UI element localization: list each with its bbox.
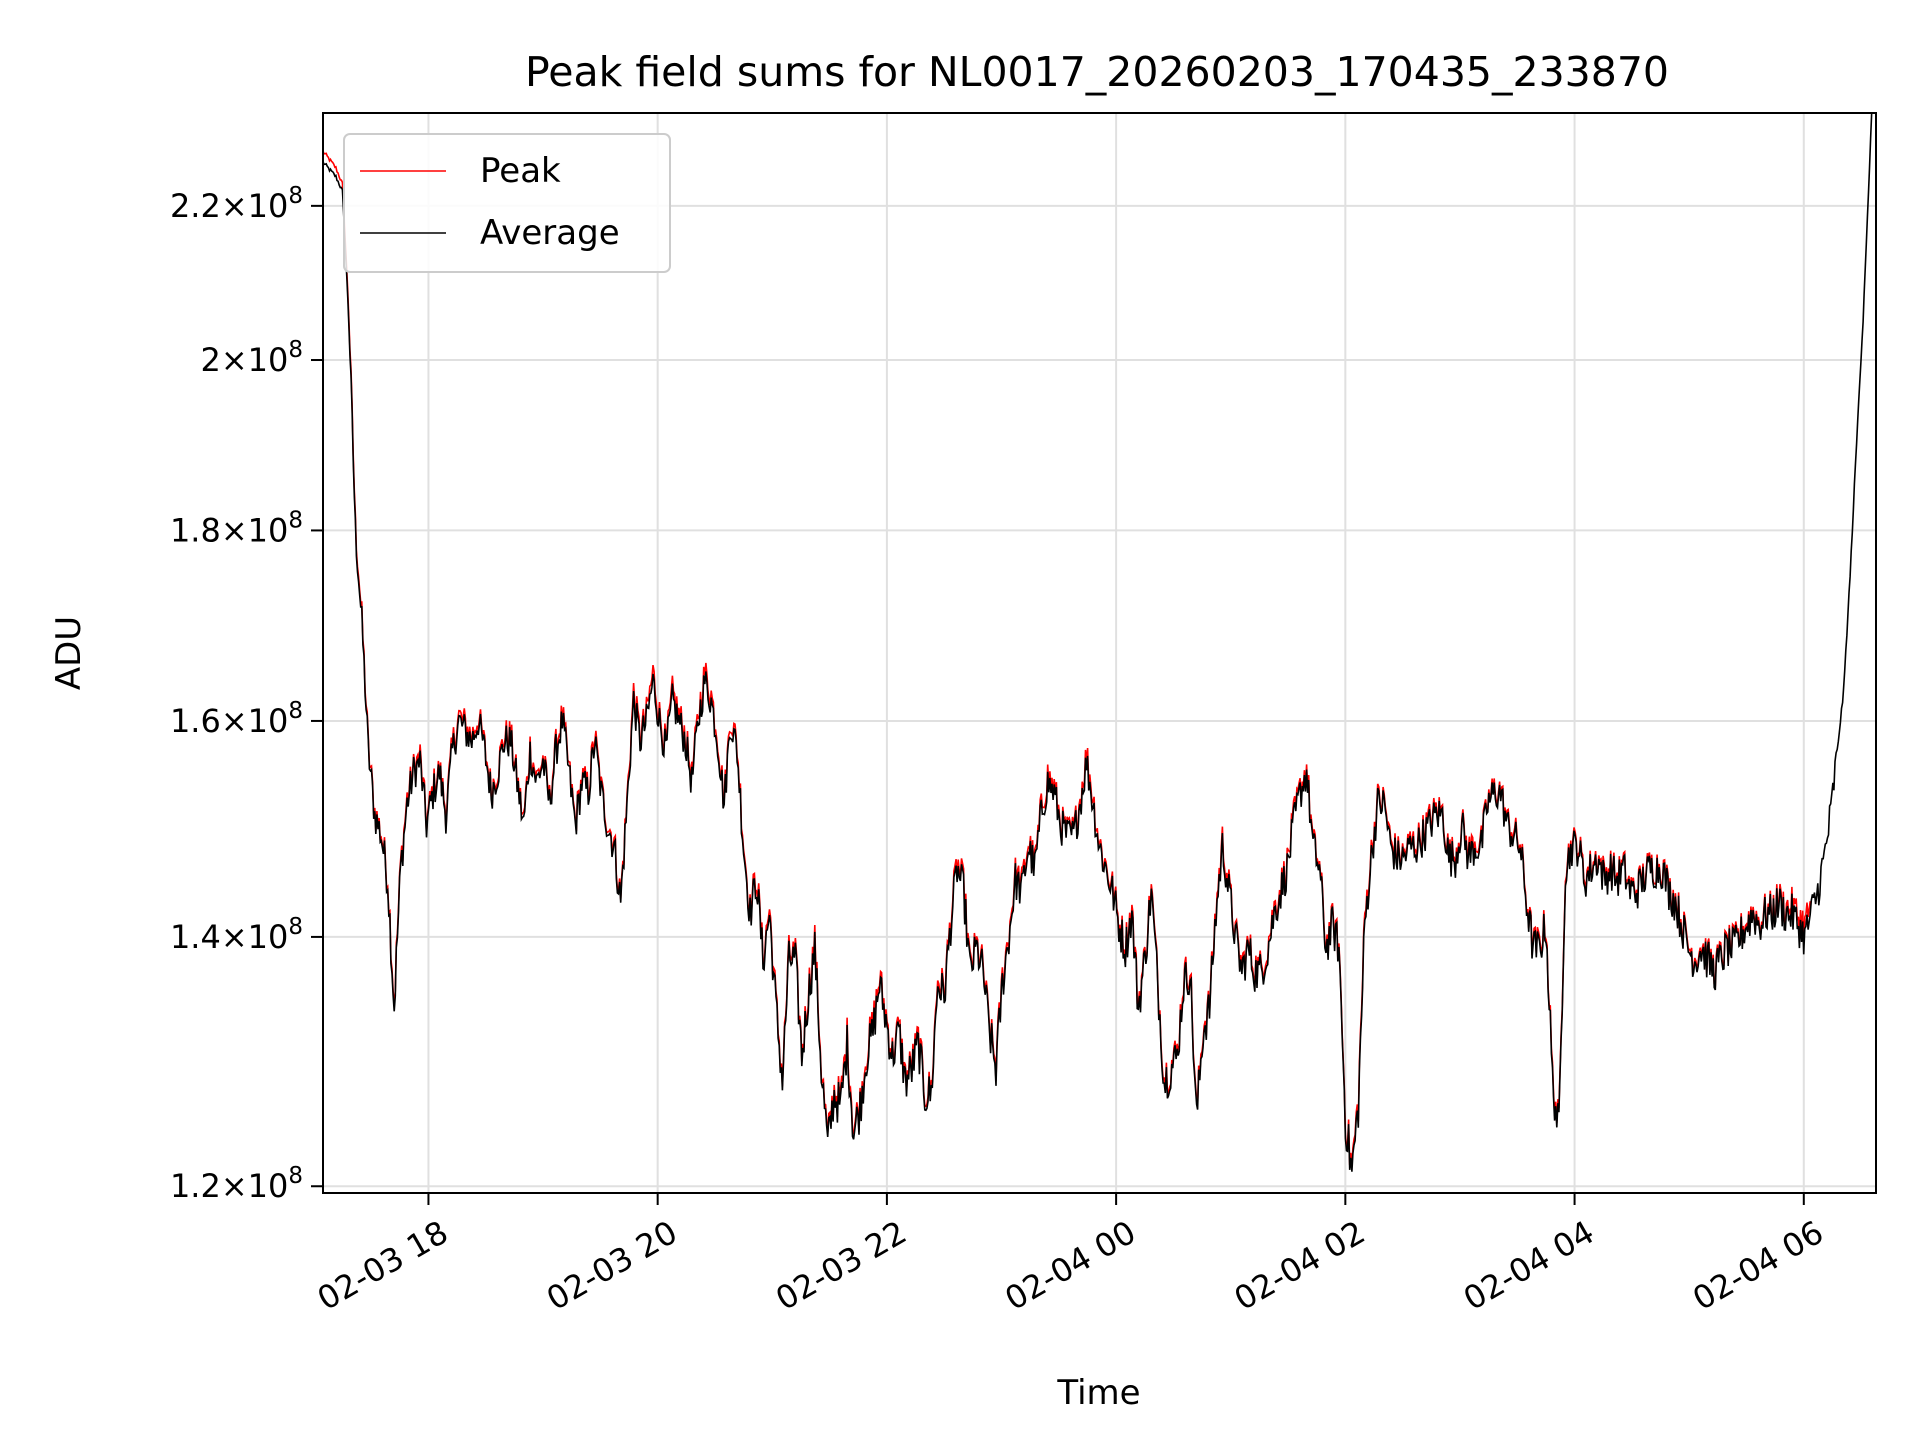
y-tick-label: 1.6×108 xyxy=(170,698,303,740)
y-axis-label: ADU xyxy=(49,616,89,690)
y-tick-exponent: 8 xyxy=(288,337,303,363)
y-tick-exponent: 8 xyxy=(288,183,303,209)
y-tick-times-ten: ×10 xyxy=(221,511,289,549)
grid-lines xyxy=(323,113,1876,1193)
y-tick-label: 2.2×108 xyxy=(170,183,303,225)
legend-average-label: Average xyxy=(480,213,620,253)
y-tick-mantissa: 2 xyxy=(200,341,220,379)
legend: Peak Average xyxy=(343,133,671,273)
y-tick-exponent: 8 xyxy=(288,1163,303,1189)
y-tick-mantissa: 1.2 xyxy=(170,1167,221,1205)
y-tick-exponent: 8 xyxy=(288,507,303,533)
legend-box xyxy=(343,133,671,273)
y-tick-exponent: 8 xyxy=(288,698,303,724)
y-tick-mantissa: 1.8 xyxy=(170,511,221,549)
x-axis-label: Time xyxy=(1056,1373,1140,1413)
legend-peak-label: Peak xyxy=(480,151,561,191)
y-tick-label: 1.4×108 xyxy=(170,914,303,956)
y-tick-mantissa: 1.4 xyxy=(170,918,221,956)
y-tick-mantissa: 2.2 xyxy=(170,187,221,225)
y-tick-times-ten: ×10 xyxy=(221,702,289,740)
y-tick-label: 1.8×108 xyxy=(170,507,303,549)
series-lines xyxy=(323,113,1873,1172)
y-tick-label: 2×108 xyxy=(200,337,303,379)
series-average-line xyxy=(323,113,1873,1172)
y-tick-times-ten: ×10 xyxy=(221,1167,289,1205)
y-tick-times-ten: ×10 xyxy=(221,187,289,225)
y-tick-times-ten: ×10 xyxy=(221,341,289,379)
y-tick-label: 1.2×108 xyxy=(170,1163,303,1205)
y-tick-times-ten: ×10 xyxy=(221,918,289,956)
chart-title: Peak field sums for NL0017_20260203_1704… xyxy=(525,48,1669,96)
y-tick-exponent: 8 xyxy=(288,914,303,940)
plot-area-frame xyxy=(322,112,1877,1194)
y-tick-mantissa: 1.6 xyxy=(170,702,221,740)
